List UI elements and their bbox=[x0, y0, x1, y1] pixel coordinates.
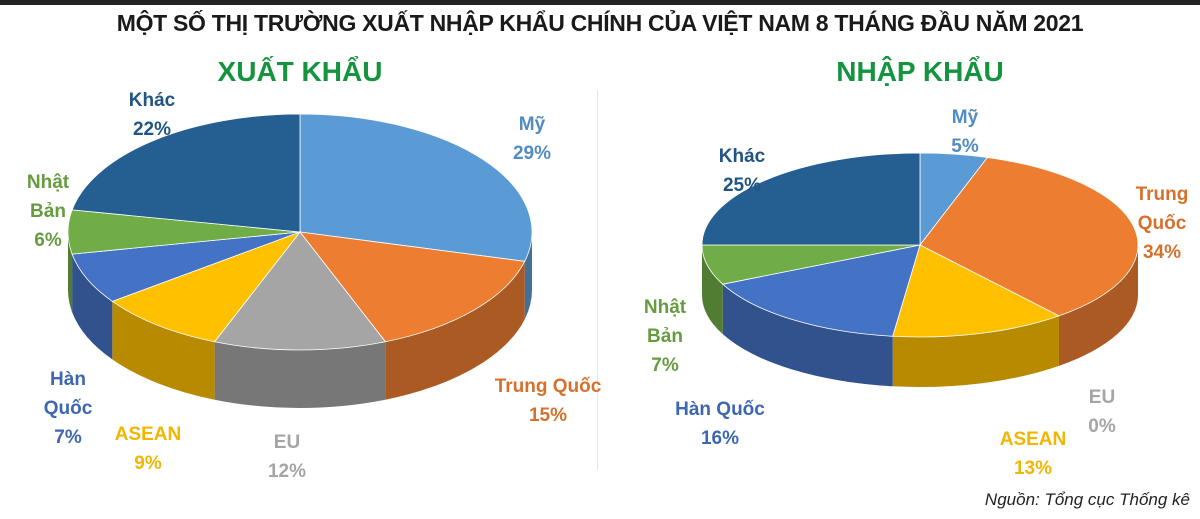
slice-label: ASEAN 9% bbox=[103, 420, 193, 478]
slice-value: 7% bbox=[651, 355, 679, 376]
slice-label: Mỹ 5% bbox=[935, 103, 995, 161]
divider bbox=[597, 90, 598, 470]
pie-side-1-4 bbox=[722, 284, 893, 387]
slice-category: ASEAN bbox=[999, 429, 1067, 450]
pie-side-0-4 bbox=[72, 254, 113, 360]
pie-side-1-1 bbox=[1058, 245, 1138, 366]
slice-value: 0% bbox=[1088, 416, 1116, 437]
slice-label: Khác 22% bbox=[107, 86, 197, 144]
slice-value: 25% bbox=[722, 175, 762, 196]
slice-value: 34% bbox=[1142, 242, 1182, 263]
chart-title: MỘT SỐ THỊ TRƯỜNG XUẤT NHẬP KHẨU CHÍNH C… bbox=[116, 10, 1084, 36]
slice-value: 15% bbox=[528, 405, 568, 426]
slice-label: ASEAN 13% bbox=[993, 425, 1073, 483]
slice-category: Hàn Quốc bbox=[43, 369, 93, 419]
slice-label: Mỹ 29% bbox=[487, 110, 577, 168]
slice-category: Trung Quốc bbox=[1135, 184, 1189, 234]
pie-slice-Mỹ bbox=[299, 113, 533, 262]
slice-label: Nhật Bản 6% bbox=[18, 168, 78, 255]
pie-slice-Trung Quốc bbox=[299, 231, 526, 343]
slice-label: Hàn Quốc 7% bbox=[33, 365, 103, 452]
pie-slice-ASEAN bbox=[892, 244, 1060, 338]
pie-slice-Hàn Quốc bbox=[71, 231, 301, 302]
pie-side-0-1 bbox=[385, 261, 525, 400]
pie-side-0-3 bbox=[112, 301, 215, 400]
pie-slice-Trung Quốc bbox=[919, 157, 1139, 317]
slice-value: 6% bbox=[34, 230, 62, 251]
slice-value: 16% bbox=[700, 428, 740, 449]
import-title: NHẬP KHẨU bbox=[836, 56, 1004, 87]
slice-label: Trung Quốc 15% bbox=[473, 372, 623, 430]
slice-value: 13% bbox=[1013, 458, 1053, 479]
slice-label: EU 0% bbox=[1072, 383, 1132, 441]
slice-category: EU bbox=[1088, 387, 1116, 408]
slice-category: Mỹ bbox=[951, 107, 979, 128]
pie-side-0-2 bbox=[214, 341, 386, 408]
slice-category: Hàn Quốc bbox=[675, 399, 765, 420]
pie-slice-Hàn Quốc bbox=[721, 244, 921, 337]
slice-value: 12% bbox=[267, 461, 307, 482]
slice-category: Khác bbox=[718, 146, 766, 167]
source-note: Nguồn: Tổng cục Thống kê bbox=[984, 490, 1190, 509]
slice-category: EU bbox=[273, 432, 301, 453]
slice-category: Khác bbox=[128, 90, 176, 111]
export-title: XUẤT KHẨU bbox=[217, 56, 383, 87]
slice-value: 22% bbox=[132, 119, 172, 140]
pie-side-1-5 bbox=[702, 245, 723, 335]
slice-category: Nhật Bản bbox=[643, 297, 687, 347]
slice-label: Hàn Quốc 16% bbox=[650, 395, 790, 453]
pie-slice-Khác bbox=[71, 113, 301, 233]
slice-category: Nhật Bản bbox=[26, 172, 70, 222]
slice-label: EU 12% bbox=[242, 428, 332, 486]
top-bar bbox=[0, 0, 1200, 5]
slice-label: Trung Quốc 34% bbox=[1127, 180, 1197, 267]
slice-value: 7% bbox=[54, 427, 82, 448]
slice-value: 5% bbox=[951, 136, 979, 157]
slice-value: 29% bbox=[512, 143, 552, 164]
slice-category: Mỹ bbox=[518, 114, 546, 135]
pie-slice-Khác bbox=[701, 152, 921, 246]
pie-side-1-3 bbox=[892, 315, 1059, 387]
slice-value: 9% bbox=[134, 453, 162, 474]
slice-category: Trung Quốc bbox=[494, 376, 602, 397]
slice-label: Nhật Bản 7% bbox=[635, 293, 695, 380]
slice-category: ASEAN bbox=[114, 424, 182, 445]
pie-slice-ASEAN bbox=[111, 231, 302, 343]
pie-side-0-0 bbox=[524, 232, 532, 320]
slice-label: Khác 25% bbox=[702, 142, 782, 200]
pie-slice-EU bbox=[213, 231, 387, 351]
